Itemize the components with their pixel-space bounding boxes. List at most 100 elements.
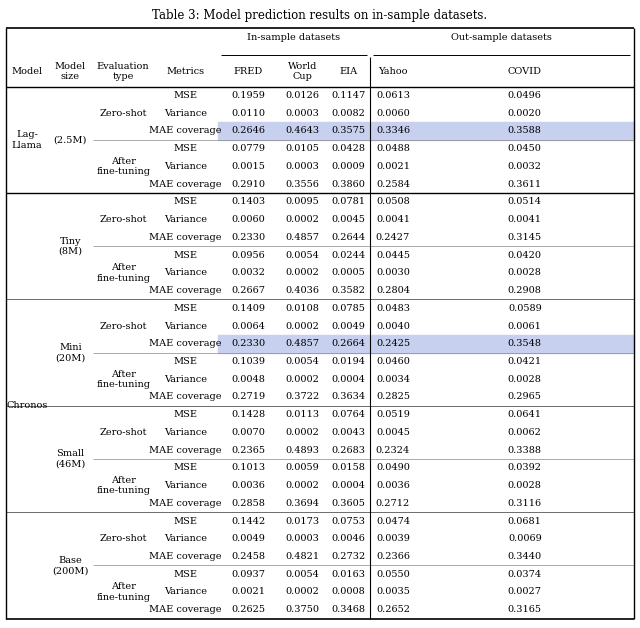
Text: 0.3694: 0.3694 xyxy=(285,499,319,508)
Text: 0.2683: 0.2683 xyxy=(331,446,365,455)
Text: 0.0173: 0.0173 xyxy=(285,517,319,526)
Text: Zero-shot: Zero-shot xyxy=(99,322,147,330)
Text: Variance: Variance xyxy=(164,322,207,330)
Text: MSE: MSE xyxy=(173,304,198,313)
Text: 0.0002: 0.0002 xyxy=(285,215,319,224)
Text: 0.0483: 0.0483 xyxy=(376,304,410,313)
Text: 0.3346: 0.3346 xyxy=(376,126,410,136)
Text: World
Cup: World Cup xyxy=(288,62,317,81)
Text: 0.2719: 0.2719 xyxy=(231,392,265,401)
Text: 0.0445: 0.0445 xyxy=(376,251,410,259)
Text: 0.2664: 0.2664 xyxy=(331,339,365,349)
Text: MSE: MSE xyxy=(173,251,198,259)
Text: 0.3588: 0.3588 xyxy=(508,126,541,136)
Text: 0.1403: 0.1403 xyxy=(231,197,265,207)
Text: 0.0035: 0.0035 xyxy=(376,587,410,597)
Text: 0.0113: 0.0113 xyxy=(285,410,319,419)
Text: 0.2652: 0.2652 xyxy=(376,605,410,614)
Text: 0.0036: 0.0036 xyxy=(376,481,410,490)
Text: MAE coverage: MAE coverage xyxy=(149,286,222,295)
Text: 0.4893: 0.4893 xyxy=(285,446,319,455)
Text: 0.0956: 0.0956 xyxy=(231,251,265,259)
Text: MAE coverage: MAE coverage xyxy=(149,126,222,136)
Text: 0.1442: 0.1442 xyxy=(231,517,265,526)
Text: 0.0028: 0.0028 xyxy=(508,268,541,278)
Text: 0.2667: 0.2667 xyxy=(231,286,265,295)
Text: 0.0064: 0.0064 xyxy=(231,322,265,330)
Text: 0.0785: 0.0785 xyxy=(332,304,365,313)
Text: 0.2625: 0.2625 xyxy=(231,605,265,614)
Text: 0.0003: 0.0003 xyxy=(285,162,319,171)
Text: 0.3722: 0.3722 xyxy=(285,392,319,401)
Text: (2.5M): (2.5M) xyxy=(54,136,87,144)
Text: 0.2324: 0.2324 xyxy=(376,446,410,455)
Text: 0.0519: 0.0519 xyxy=(376,410,410,419)
Text: 0.0002: 0.0002 xyxy=(285,587,319,597)
Text: 0.3388: 0.3388 xyxy=(508,446,542,455)
Text: 0.2858: 0.2858 xyxy=(231,499,265,508)
Text: 0.0002: 0.0002 xyxy=(285,322,319,330)
Text: 0.0041: 0.0041 xyxy=(508,215,542,224)
Text: Variance: Variance xyxy=(164,587,207,597)
Text: EIA: EIA xyxy=(339,67,357,76)
Text: Base
(200M): Base (200M) xyxy=(52,556,88,575)
Text: 0.0764: 0.0764 xyxy=(331,410,365,419)
Text: 0.3165: 0.3165 xyxy=(508,605,542,614)
Text: MSE: MSE xyxy=(173,144,198,153)
Text: 0.0043: 0.0043 xyxy=(331,428,365,437)
Text: 0.2584: 0.2584 xyxy=(376,180,410,188)
Text: 0.0421: 0.0421 xyxy=(508,357,542,366)
Text: 0.0009: 0.0009 xyxy=(332,162,365,171)
Text: 0.0049: 0.0049 xyxy=(332,322,365,330)
Text: 0.3575: 0.3575 xyxy=(331,126,365,136)
Text: Tiny
(8M): Tiny (8M) xyxy=(58,237,83,256)
Text: 0.4643: 0.4643 xyxy=(285,126,319,136)
Text: After
fine-tuning: After fine-tuning xyxy=(96,369,150,389)
Text: 0.0060: 0.0060 xyxy=(376,109,410,118)
Text: 0.0059: 0.0059 xyxy=(285,463,319,472)
Text: 0.2425: 0.2425 xyxy=(376,339,410,349)
Text: 0.0046: 0.0046 xyxy=(332,534,365,543)
Text: 0.0002: 0.0002 xyxy=(285,481,319,490)
Text: 0.0015: 0.0015 xyxy=(231,162,265,171)
Bar xyxy=(218,122,634,140)
Text: 0.4857: 0.4857 xyxy=(285,233,319,242)
Text: 0.0040: 0.0040 xyxy=(376,322,410,330)
Text: Variance: Variance xyxy=(164,268,207,278)
Text: FRED: FRED xyxy=(234,67,262,76)
Text: 0.0781: 0.0781 xyxy=(331,197,365,207)
Text: Model: Model xyxy=(12,67,43,76)
Text: MSE: MSE xyxy=(173,357,198,366)
Text: MSE: MSE xyxy=(173,197,198,207)
Text: 0.3634: 0.3634 xyxy=(331,392,365,401)
Text: 0.0244: 0.0244 xyxy=(331,251,365,259)
Text: Variance: Variance xyxy=(164,481,207,490)
Text: 0.0004: 0.0004 xyxy=(332,375,365,384)
Text: Out-sample datasets: Out-sample datasets xyxy=(451,33,552,42)
Text: 0.3860: 0.3860 xyxy=(332,180,365,188)
Text: Zero-shot: Zero-shot xyxy=(99,109,147,118)
Text: 0.2644: 0.2644 xyxy=(331,233,365,242)
Text: 0.0039: 0.0039 xyxy=(376,534,410,543)
Text: MAE coverage: MAE coverage xyxy=(149,552,222,561)
Text: 0.4036: 0.4036 xyxy=(285,286,319,295)
Text: 0.0681: 0.0681 xyxy=(508,517,541,526)
Text: 0.2965: 0.2965 xyxy=(508,392,541,401)
Text: 0.0030: 0.0030 xyxy=(376,268,410,278)
Text: 0.0496: 0.0496 xyxy=(508,91,541,100)
Text: MSE: MSE xyxy=(173,91,198,100)
Text: MAE coverage: MAE coverage xyxy=(149,446,222,455)
Text: 0.3605: 0.3605 xyxy=(332,499,365,508)
Text: MAE coverage: MAE coverage xyxy=(149,233,222,242)
Text: MAE coverage: MAE coverage xyxy=(149,605,222,614)
Text: 0.0490: 0.0490 xyxy=(376,463,410,472)
Text: 0.0049: 0.0049 xyxy=(231,534,265,543)
Text: 0.0069: 0.0069 xyxy=(508,534,541,543)
Text: Variance: Variance xyxy=(164,428,207,437)
Text: 0.0641: 0.0641 xyxy=(508,410,542,419)
Text: 0.0032: 0.0032 xyxy=(508,162,542,171)
Text: 0.0002: 0.0002 xyxy=(285,428,319,437)
Text: 0.2804: 0.2804 xyxy=(376,286,410,295)
Text: 0.2458: 0.2458 xyxy=(231,552,265,561)
Text: 0.0021: 0.0021 xyxy=(376,162,410,171)
